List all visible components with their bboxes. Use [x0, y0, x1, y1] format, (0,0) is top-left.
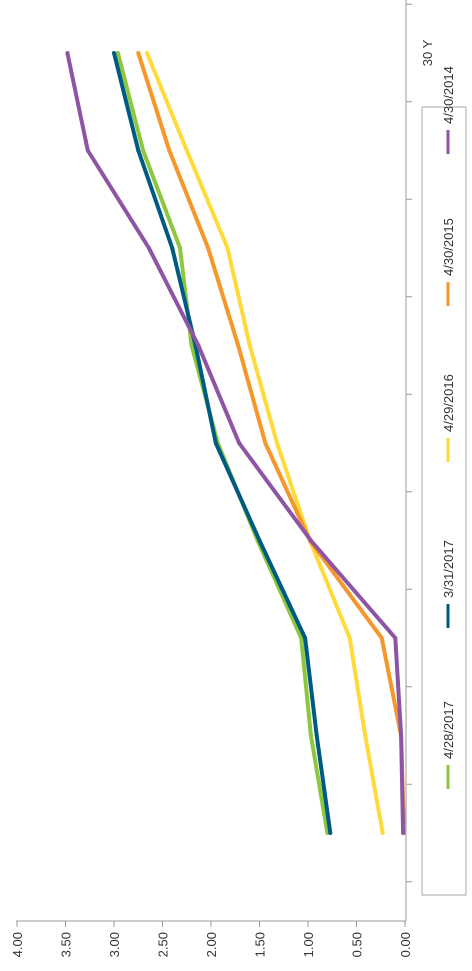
value-tick-label: 0.50: [350, 932, 365, 957]
series-point-2: [225, 246, 230, 250]
legend-label: 4/30/2015: [441, 218, 456, 276]
series-point-3: [236, 343, 241, 348]
legend-label: 4/29/2016: [441, 374, 456, 432]
legend-label: 3/31/2017: [441, 540, 456, 598]
series-line-3: [136, 52, 406, 834]
value-axis: 0.00 0.50 1.00 1.50 2.00 2.50 3.00 3.50 4.00: [10, 921, 413, 957]
series-line-4: [65, 52, 406, 834]
category-tick-label: 30 Y: [420, 39, 435, 66]
legend-border: [421, 106, 467, 896]
value-tick-label: 2.50: [156, 932, 171, 957]
series-point-3: [379, 636, 384, 640]
series-point-3: [136, 51, 141, 55]
series-point-4: [85, 148, 90, 153]
series-point-2: [347, 636, 352, 640]
value-tick-label: 3.50: [59, 932, 74, 957]
legend-label: 4/30/2014: [441, 66, 456, 124]
series-point-0: [177, 246, 182, 250]
series-point-4: [65, 51, 70, 55]
series-point-0: [115, 51, 120, 55]
series-point-3: [167, 148, 172, 153]
series-line-0: [115, 52, 330, 834]
series-point-2: [184, 148, 189, 153]
legend-label: 4/28/2017: [441, 701, 456, 759]
series-point-4: [393, 636, 398, 640]
series-point-0: [308, 733, 313, 738]
series-point-4: [146, 246, 151, 250]
series-point-4: [237, 441, 242, 445]
series-point-2: [363, 733, 368, 738]
series-point-2: [380, 831, 385, 835]
series-point-1: [136, 148, 141, 153]
series-point-3: [263, 441, 268, 445]
value-tick-label: 1.00: [301, 932, 316, 957]
series-point-2: [247, 343, 252, 348]
series-point-4: [401, 831, 406, 835]
series-point-1: [257, 538, 262, 543]
series-point-1: [328, 831, 333, 835]
series-point-0: [189, 343, 194, 348]
value-tick-label: 0.00: [398, 932, 413, 957]
series-point-4: [196, 343, 201, 348]
series-point-2: [274, 441, 279, 445]
value-tick-label: 1.50: [253, 932, 268, 957]
series-point-1: [314, 733, 319, 738]
series-point-2: [144, 51, 149, 55]
series-lines: [65, 51, 407, 835]
series-point-4: [399, 733, 404, 738]
series-point-3: [206, 246, 211, 250]
series-point-1: [170, 246, 175, 250]
series-line-1: [112, 52, 333, 834]
value-tick-label: 3.00: [107, 932, 122, 957]
legend: 4/28/2017 3/31/2017 4/29/2016 4/30/2015 4/30…: [421, 66, 467, 896]
series-point-1: [303, 636, 308, 640]
series-point-4: [308, 538, 313, 543]
value-tick-label: 4.00: [10, 932, 25, 957]
series-point-1: [213, 441, 218, 445]
series-point-0: [141, 148, 146, 153]
series-point-1: [112, 51, 116, 55]
value-tick-label: 2.00: [204, 932, 219, 957]
series-point-0: [299, 636, 304, 640]
